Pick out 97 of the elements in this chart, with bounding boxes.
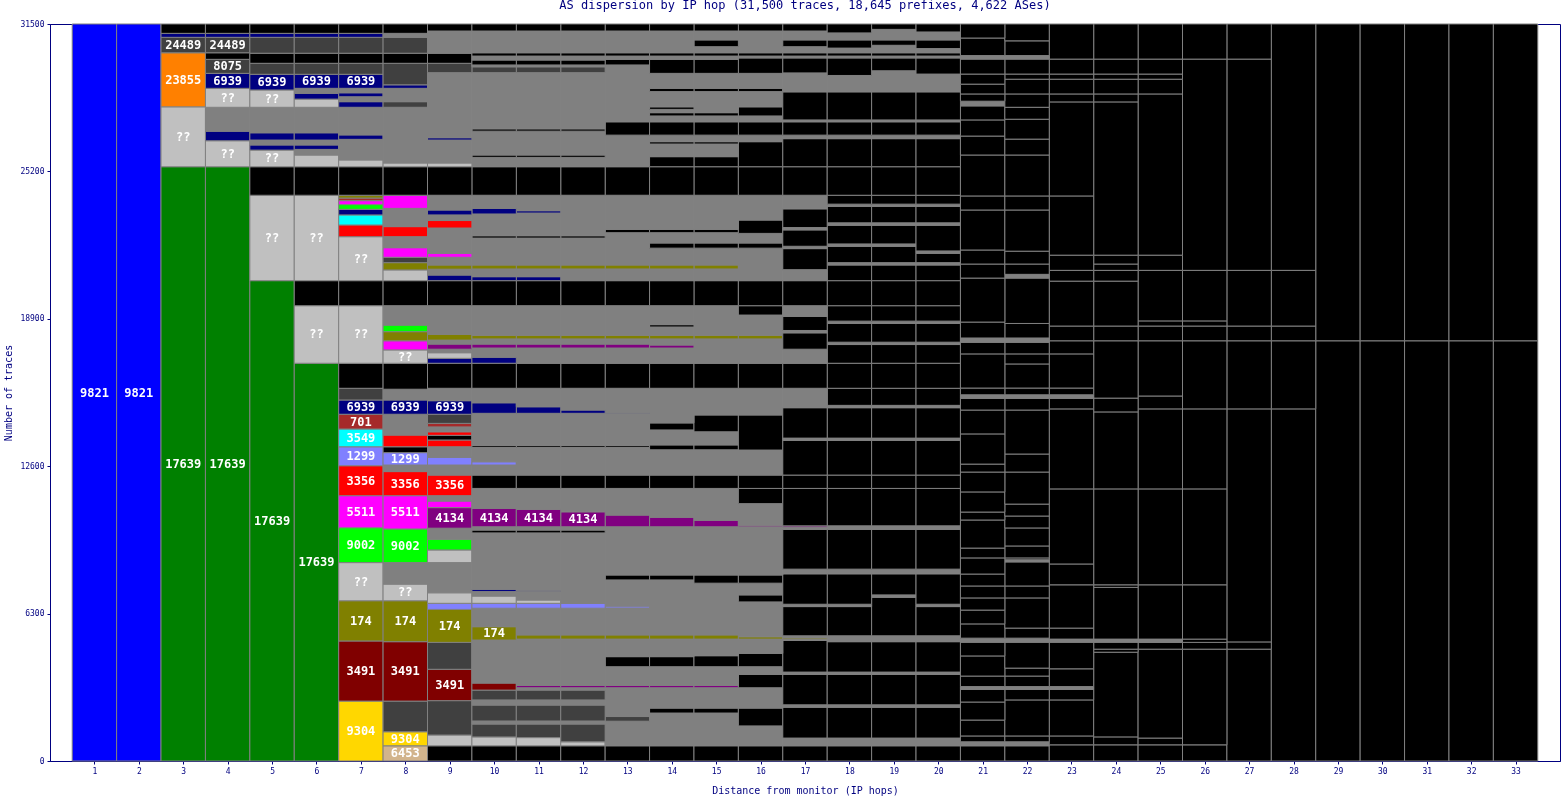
series-label: ?? <box>398 585 413 600</box>
x-tick-label: 7 <box>358 766 364 776</box>
series-label: 9304 <box>346 724 376 739</box>
series-label: ?? <box>353 327 369 342</box>
x-tick-label: 5 <box>270 766 276 776</box>
series-label: 24489 <box>165 38 202 53</box>
series-label: 6939 <box>257 75 287 90</box>
series-label: 9821 <box>79 385 109 400</box>
text: 17639 <box>209 456 246 471</box>
series-label: ?? <box>220 90 235 105</box>
x-tick-label: 13 <box>623 766 633 776</box>
text: 9821 <box>124 385 154 400</box>
series-label: 3491 <box>390 664 420 679</box>
series-label: 6453 <box>390 746 420 761</box>
y-tick-label: 18900 <box>20 314 45 324</box>
x-axis-title: Distance from monitor (IP hops) <box>712 784 899 796</box>
series-label: 6939 <box>213 73 243 88</box>
series-label: 5511 <box>390 505 420 520</box>
x-tick-label: 6 <box>314 766 320 776</box>
series-label: ?? <box>220 146 235 161</box>
series-label: 8075 <box>213 59 243 74</box>
series-label: ?? <box>264 151 280 166</box>
series-label: 9304 <box>390 731 420 746</box>
series-label: 4134 <box>435 510 465 525</box>
x-tick-label: 30 <box>1378 766 1388 776</box>
text: ?? <box>353 574 369 589</box>
x-tick-label: 22 <box>1022 766 1033 776</box>
x-tick-label: 19 <box>889 766 900 776</box>
x-tick-label: 4 <box>225 766 231 776</box>
series-label: 174 <box>438 618 461 633</box>
x-tick-label: 18 <box>845 766 855 776</box>
x-tick-label: 26 <box>1200 766 1211 776</box>
series-label: 4134 <box>479 510 509 525</box>
y-axis-title: Number of traces <box>3 344 15 442</box>
series-label: 6939 <box>346 74 376 89</box>
series-label: 4134 <box>524 511 553 526</box>
series-label: 23855 <box>165 72 202 87</box>
series-label: 6939 <box>346 400 376 415</box>
series-label: ?? <box>398 349 413 364</box>
series-label: 701 <box>350 414 372 429</box>
series-label: 24489 <box>209 38 246 53</box>
y-tick-label: 25200 <box>20 166 45 176</box>
x-tick-label: 32 <box>1466 766 1477 776</box>
x-tick-label: 23 <box>1067 766 1077 776</box>
x-tick-label: 27 <box>1244 766 1255 776</box>
x-tick-label: 24 <box>1111 766 1122 776</box>
x-tick-label: 29 <box>1333 766 1344 776</box>
chart-title: AS dispersion by IP hop (31,500 traces, 18,645 prefixes, 4,622 ASes) <box>559 0 1051 12</box>
text: ?? <box>309 327 324 342</box>
text: 17639 <box>298 555 335 570</box>
x-tick-label: 3 <box>181 766 187 776</box>
series-label: ?? <box>264 91 280 106</box>
x-tick-label: 14 <box>667 766 678 776</box>
x-tick-label: 1 <box>92 766 98 776</box>
x-tick-label: 12 <box>578 766 589 776</box>
x-tick-label: 33 <box>1511 766 1522 776</box>
series-label: 9002 <box>390 538 420 553</box>
x-tick-label: 17 <box>800 766 811 776</box>
series-label: 6939 <box>302 74 331 89</box>
y-tick-label: 6300 <box>25 609 45 619</box>
x-tick-label: 11 <box>534 766 545 776</box>
series-label: 3549 <box>346 430 376 445</box>
y-tick-label: 0 <box>39 756 45 766</box>
series-label: 17639 <box>165 456 202 471</box>
text: ?? <box>264 230 280 245</box>
series-label: 3356 <box>390 476 420 491</box>
series-label: 3491 <box>346 664 376 679</box>
text: 3491 <box>435 677 465 692</box>
series-label: 6939 <box>435 400 465 415</box>
text: ?? <box>176 129 191 144</box>
y-tick-label: 31500 <box>20 19 45 29</box>
x-tick-label: 10 <box>489 766 500 776</box>
x-tick-label: 8 <box>403 766 409 776</box>
x-tick-label: 25 <box>1155 766 1166 776</box>
series-label: 174 <box>483 626 505 641</box>
series-label: 5511 <box>346 504 376 519</box>
series-label: 174 <box>394 614 417 629</box>
x-tick-label: 28 <box>1289 766 1300 776</box>
x-tick-label: 15 <box>711 766 722 776</box>
series-label: 1299 <box>390 451 420 466</box>
x-tick-label: 31 <box>1422 766 1433 776</box>
x-tick-label: 2 <box>136 766 142 776</box>
x-tick-label: 16 <box>756 766 767 776</box>
series-label: 6939 <box>390 400 420 415</box>
x-tick-label: 20 <box>933 766 944 776</box>
series-label: 4134 <box>568 512 598 527</box>
series-label: 1299 <box>346 449 376 464</box>
x-tick-label: 9 <box>447 766 453 776</box>
text: 17639 <box>254 513 291 528</box>
x-tick-label: 21 <box>978 766 989 776</box>
text: ?? <box>309 230 324 245</box>
series-label: 3356 <box>346 473 376 488</box>
series-label: ?? <box>353 251 369 266</box>
series-label: 3356 <box>435 478 465 493</box>
y-tick-label: 12600 <box>20 461 45 471</box>
series-label: 9002 <box>346 538 376 553</box>
series-label: 174 <box>350 613 372 628</box>
